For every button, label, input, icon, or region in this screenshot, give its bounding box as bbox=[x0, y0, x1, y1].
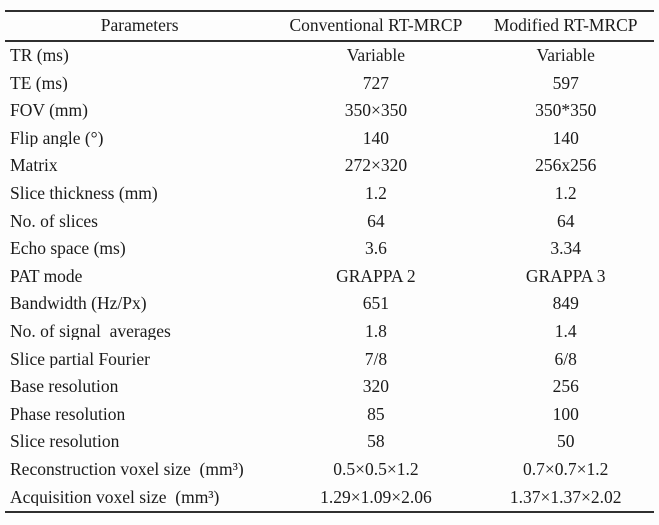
column-header-modified-rt-mrcp: Modified RT-MRCP bbox=[493, 17, 638, 35]
conventional-value-cell: 58 bbox=[367, 433, 385, 451]
modified-value-cell: 1.37×1.37×2.02 bbox=[509, 488, 622, 507]
table-header-row: Parameters Conventional RT-MRCP Modified… bbox=[5, 12, 654, 42]
modified-value-cell: 1.4 bbox=[554, 322, 577, 341]
conventional-value-cell: 350×350 bbox=[344, 102, 408, 120]
modified-value-cell: 849 bbox=[552, 295, 579, 313]
conventional-value-cell: 0.5×0.5×1.2 bbox=[333, 460, 419, 479]
modified-value-cell: 0.7×0.7×1.2 bbox=[523, 460, 609, 479]
table-row: TR (ms) Variable Variable bbox=[5, 42, 654, 70]
table-row: TE (ms) 727 597 bbox=[5, 70, 654, 98]
conventional-value-cell: 272×320 bbox=[344, 157, 408, 175]
row-parameter-label: Slice thickness (mm) bbox=[10, 185, 158, 203]
row-parameter-label: Matrix bbox=[10, 157, 58, 175]
conventional-value-cell: GRAPPA 2 bbox=[336, 267, 416, 286]
column-header-parameters: Parameters bbox=[100, 17, 179, 35]
modified-value-cell: 1.2 bbox=[554, 185, 577, 203]
conventional-value-cell: 85 bbox=[367, 405, 385, 424]
conventional-value-cell: 3.6 bbox=[364, 240, 387, 258]
modified-value-cell: 597 bbox=[552, 74, 579, 93]
table-row: Bandwidth (Hz/Px) 651 849 bbox=[5, 290, 654, 318]
table-row: Reconstruction voxel size (mm³) 0.5×0.5×1… bbox=[5, 456, 654, 484]
conventional-value-cell: 651 bbox=[362, 295, 390, 313]
mri-parameters-table: Parameters Conventional RT-MRCP Modified… bbox=[5, 10, 654, 514]
table-row: No. of signal averages 1.8 1.4 bbox=[5, 318, 654, 346]
modified-value-cell: 100 bbox=[552, 405, 579, 424]
table-body: TR (ms) Variable Variable TE (ms) 727 597 FOV … bbox=[5, 42, 654, 511]
column-header-conventional-rt-mrcp: Conventional RT-MRCP bbox=[289, 17, 463, 35]
modified-value-cell: 140 bbox=[552, 129, 579, 148]
table-row: Base resolution 320 256 bbox=[5, 373, 654, 401]
table-row: No. of slices 64 64 bbox=[5, 208, 654, 236]
table-row: Slice resolution 58 50 bbox=[5, 428, 654, 456]
row-parameter-label: PAT mode bbox=[10, 267, 83, 286]
table-row: Slice partial Fourier 7/8 6/8 bbox=[5, 346, 654, 374]
row-parameter-label: Slice partial Fourier bbox=[10, 350, 150, 369]
conventional-value-cell: 140 bbox=[362, 129, 390, 148]
modified-value-cell: 64 bbox=[556, 212, 575, 231]
modified-value-cell: 6/8 bbox=[554, 350, 577, 369]
row-parameter-label: Echo space (ms) bbox=[10, 240, 126, 258]
table-row: Echo space (ms) 3.6 3.34 bbox=[5, 235, 654, 263]
modified-value-cell: Variable bbox=[536, 47, 595, 65]
table-row: Phase resolution 85 100 bbox=[5, 401, 654, 429]
conventional-value-cell: 1.2 bbox=[364, 185, 387, 203]
modified-value-cell: 256x256 bbox=[535, 157, 597, 175]
row-parameter-label: Bandwidth (Hz/Px) bbox=[10, 295, 147, 313]
table-row: FOV (mm) 350×350 350*350 bbox=[5, 97, 654, 125]
conventional-value-cell: 1.29×1.09×2.06 bbox=[320, 488, 432, 507]
row-parameter-label: TR (ms) bbox=[10, 47, 69, 65]
modified-value-cell: GRAPPA 3 bbox=[525, 267, 606, 286]
conventional-value-cell: 1.8 bbox=[364, 322, 387, 341]
conventional-value-cell: Variable bbox=[346, 47, 406, 65]
modified-value-cell: 350*350 bbox=[535, 102, 597, 120]
table-row: Acquisition voxel size (mm³) 1.29×1.09×2.… bbox=[5, 484, 654, 512]
table-row: Slice thickness (mm) 1.2 1.2 bbox=[5, 180, 654, 208]
modified-value-cell: 3.34 bbox=[550, 240, 582, 258]
modified-value-cell: 50 bbox=[556, 433, 575, 451]
conventional-value-cell: 64 bbox=[367, 212, 385, 231]
row-parameter-label: No. of signal averages bbox=[10, 322, 171, 341]
row-parameter-label: FOV (mm) bbox=[10, 102, 88, 120]
modified-value-cell: 256 bbox=[552, 378, 579, 396]
conventional-value-cell: 7/8 bbox=[364, 350, 388, 369]
row-parameter-label: No. of slices bbox=[10, 212, 98, 231]
row-parameter-label: TE (ms) bbox=[10, 74, 68, 93]
conventional-value-cell: 727 bbox=[362, 74, 390, 93]
conventional-value-cell: 320 bbox=[362, 378, 390, 396]
row-parameter-label: Base resolution bbox=[10, 378, 119, 396]
row-parameter-label: Reconstruction voxel size (mm³) bbox=[10, 460, 244, 479]
row-parameter-label: Flip angle (°) bbox=[10, 129, 104, 148]
row-parameter-label: Slice resolution bbox=[10, 433, 120, 451]
table-row: PAT mode GRAPPA 2 GRAPPA 3 bbox=[5, 263, 654, 291]
table-row: Matrix 272×320 256x256 bbox=[5, 152, 654, 180]
row-parameter-label: Phase resolution bbox=[10, 405, 126, 424]
table-row: Flip angle (°) 140 140 bbox=[5, 125, 654, 153]
row-parameter-label: Acquisition voxel size (mm³) bbox=[10, 488, 220, 507]
